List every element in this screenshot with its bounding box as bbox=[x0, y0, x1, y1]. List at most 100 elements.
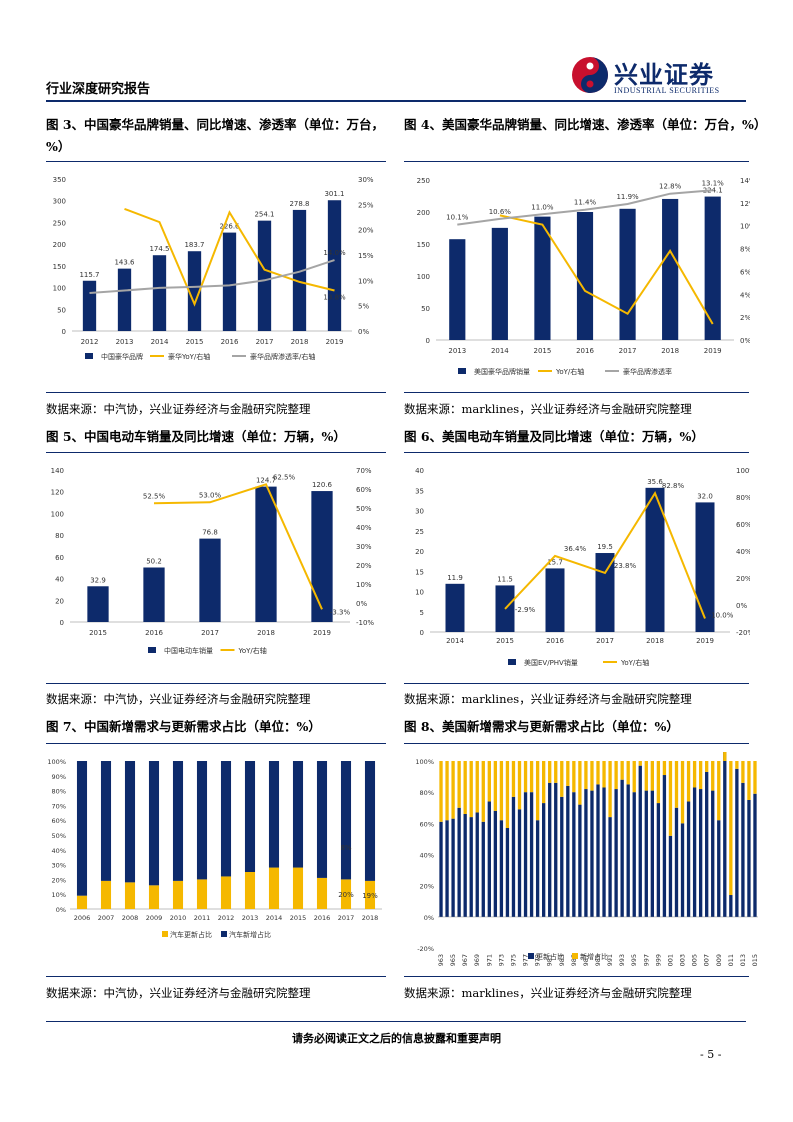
bar-label: 76.8 bbox=[202, 529, 218, 537]
x-tick-label: 2001 bbox=[666, 954, 674, 967]
stack-segment bbox=[196, 761, 208, 880]
stack-segment bbox=[584, 761, 588, 790]
y-tick-label: 50% bbox=[52, 832, 66, 840]
stack-segment bbox=[741, 782, 745, 917]
stack-segment bbox=[445, 820, 449, 917]
stack-segment bbox=[584, 789, 588, 917]
bar bbox=[645, 487, 665, 632]
fig8-top-rule bbox=[404, 743, 749, 744]
bar-label: 254.1 bbox=[254, 211, 274, 219]
line-label: 14.0% bbox=[323, 249, 346, 257]
x-tick-label: 1969 bbox=[473, 954, 481, 967]
line-label: 82.8% bbox=[662, 482, 685, 490]
stack-segment bbox=[650, 790, 654, 917]
stack-segment bbox=[662, 775, 667, 917]
y-tick-label: 30% bbox=[52, 862, 66, 870]
bar bbox=[292, 209, 307, 331]
line-label: 62.5% bbox=[273, 473, 296, 481]
stack-segment bbox=[499, 820, 504, 917]
y-tick-label: 80 bbox=[55, 532, 64, 540]
chart-fig8: -20% 0% 20% 40% 60% 80% 100% 1963 1965 1967 1969 19… bbox=[415, 752, 759, 967]
y-tick-label: 0% bbox=[56, 906, 66, 914]
stack-segment bbox=[644, 790, 648, 917]
stack-segment bbox=[735, 761, 739, 769]
x-tick-label: 2014 bbox=[266, 914, 283, 922]
stack-segment bbox=[753, 761, 757, 794]
bar bbox=[545, 568, 565, 632]
bar-label: 32.0 bbox=[697, 492, 713, 500]
bar bbox=[152, 255, 167, 331]
stack-segment bbox=[268, 761, 280, 868]
bar-label: 120.6 bbox=[312, 481, 333, 489]
y-tick-label: 60 bbox=[55, 554, 64, 562]
x-tick-label: 2019 bbox=[313, 629, 331, 637]
x-tick-label: 2014 bbox=[491, 347, 509, 355]
legend-label: 豪华YoY/右轴 bbox=[168, 352, 210, 361]
stack-segment bbox=[475, 812, 479, 917]
stack-segment bbox=[590, 761, 594, 791]
stack-segment bbox=[463, 813, 467, 917]
y2-tick-label: 6% bbox=[740, 268, 750, 276]
stack-segment bbox=[220, 761, 232, 877]
x-tick-label: 2013 bbox=[448, 347, 466, 355]
fig5-top-rule bbox=[46, 452, 386, 453]
y-tick-label: 100% bbox=[415, 758, 434, 766]
bar bbox=[695, 502, 715, 632]
x-tick-label: 2005 bbox=[691, 954, 699, 967]
x-tick-label: 2013 bbox=[242, 914, 259, 922]
footer-divider bbox=[46, 1021, 746, 1022]
stack-segment bbox=[542, 803, 546, 917]
y-tick-label: 20% bbox=[52, 876, 66, 884]
y-tick-label: 0 bbox=[420, 629, 424, 637]
y2-tick-label: 60% bbox=[356, 486, 372, 494]
y-tick-label: 0% bbox=[424, 914, 434, 922]
legend-swatch bbox=[508, 659, 516, 665]
y-tick-label: 150 bbox=[53, 263, 66, 271]
stack-segment bbox=[632, 792, 636, 917]
stack-segment bbox=[439, 761, 443, 822]
x-tick-label: 2011 bbox=[727, 954, 735, 967]
x-tick-label: 2016 bbox=[221, 338, 239, 346]
legend-swatch bbox=[528, 953, 534, 959]
stack-segment bbox=[517, 809, 522, 917]
y-tick-label: 50 bbox=[421, 305, 430, 313]
legend-swatch bbox=[85, 353, 93, 359]
y-tick-label: 40 bbox=[415, 467, 424, 475]
fig7-top-rule bbox=[46, 743, 386, 744]
legend-label: 汽车更新占比 bbox=[170, 930, 212, 939]
x-tick-label: 2015 bbox=[186, 338, 204, 346]
stack-segment bbox=[698, 789, 703, 917]
stack-segment bbox=[364, 880, 376, 909]
y-tick-label: 350 bbox=[53, 176, 66, 184]
stack-segment bbox=[644, 761, 648, 791]
stack-segment bbox=[705, 771, 709, 917]
stack-segment bbox=[481, 761, 485, 822]
fig8-bottom-rule bbox=[404, 976, 749, 977]
page-number: - 5 - bbox=[700, 1048, 722, 1061]
x-tick-label: 2014 bbox=[151, 338, 169, 346]
stack-segment bbox=[244, 761, 256, 872]
y-tick-label: 0 bbox=[426, 337, 430, 345]
fig5-title: 图 5、中国电动车销量及同比增速（单位：万辆，%） bbox=[46, 429, 346, 444]
stack-segment bbox=[608, 761, 612, 818]
fig3-source: 数据来源：中汽协，兴业证券经济与金融研究院整理 bbox=[46, 402, 311, 416]
y-tick-label: 0 bbox=[62, 328, 66, 336]
bar bbox=[117, 268, 132, 331]
x-tick-label: 1985 bbox=[570, 954, 578, 967]
stack-segment bbox=[220, 876, 232, 909]
logo-emblem-icon bbox=[572, 57, 608, 93]
y2-tick-label: 60% bbox=[736, 521, 750, 529]
x-tick-label: 1971 bbox=[485, 954, 493, 967]
y-tick-label: 250 bbox=[417, 177, 430, 185]
bar bbox=[143, 567, 165, 622]
fig7-bottom-rule bbox=[46, 976, 386, 977]
stack-segment bbox=[638, 765, 642, 917]
stack-segment bbox=[511, 796, 516, 917]
fig6-title: 图 6、美国电动车销量及同比增速（单位：万辆，%） bbox=[404, 429, 704, 444]
bar bbox=[222, 232, 237, 331]
stack-segment bbox=[566, 761, 570, 786]
x-tick-label: 2015 bbox=[751, 954, 759, 967]
stack-segment bbox=[578, 804, 582, 917]
y2-tick-label: 0% bbox=[736, 602, 747, 610]
line-label: 10.6% bbox=[489, 208, 512, 216]
